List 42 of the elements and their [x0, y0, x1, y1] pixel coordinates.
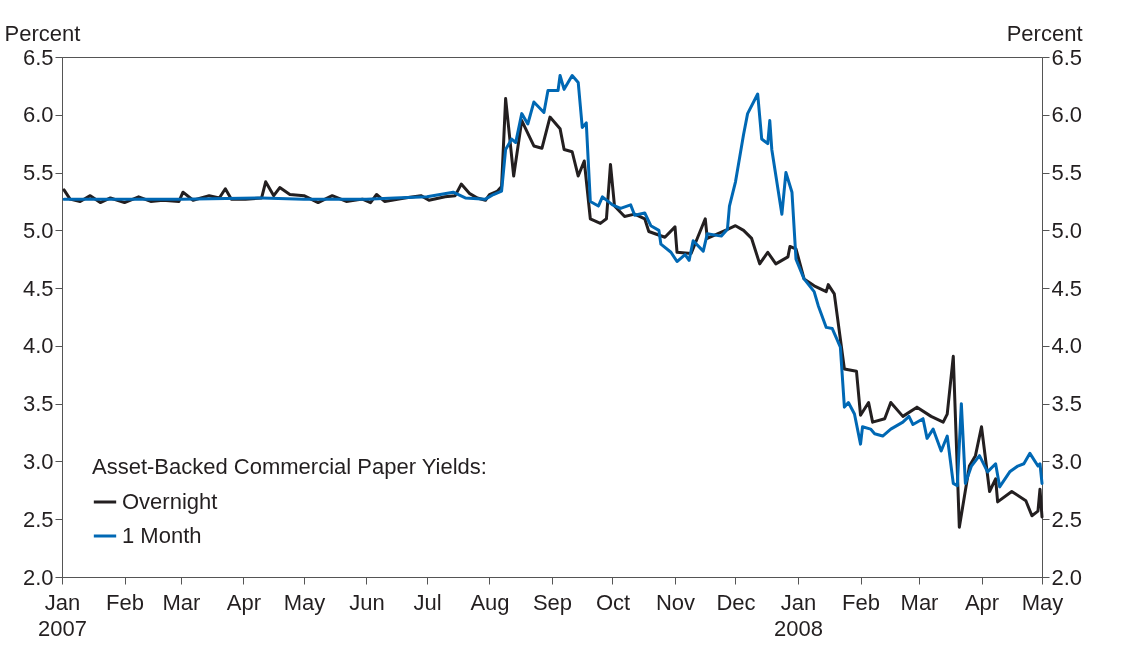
y-tick-label: 3.5	[22, 391, 54, 417]
x-tick-label: Oct	[595, 589, 631, 615]
y2-tick-label: 4.0	[1051, 333, 1083, 359]
y2-tick-label: 4.5	[1051, 275, 1083, 301]
y-tick-label: 2.0	[22, 564, 54, 590]
x-tick-label: Mar	[162, 589, 201, 615]
x-tick-label: Sep	[532, 589, 573, 615]
y-tick-label: 4.0	[22, 333, 54, 359]
legend-label: 1 Month	[122, 523, 202, 548]
y2-tick-label: 3.5	[1051, 391, 1083, 417]
y2-tick-label: 5.0	[1051, 217, 1083, 243]
x-tick-label: Aug	[470, 589, 510, 615]
y-tick-label: 4.5	[22, 275, 54, 301]
y2-tick-label: 2.0	[1051, 564, 1083, 590]
x-tick-label: Nov	[655, 589, 696, 615]
x-tick-label: Jan 2007	[38, 589, 87, 641]
x-tick-label: Apr	[964, 589, 1000, 615]
y-axis-title: Percent	[4, 20, 81, 46]
y2-tick-label: 5.5	[1051, 160, 1083, 186]
x-tick-label: May	[1021, 589, 1064, 615]
y-tick-label: 6.5	[22, 44, 54, 70]
legend-label: Overnight	[122, 489, 218, 514]
x-tick-label: Feb	[106, 589, 144, 615]
x-tick-label: Mar	[900, 589, 939, 615]
x-tick-label: Feb	[842, 589, 880, 615]
x-tick-label: Jun	[349, 589, 385, 615]
y-tick-label: 2.5	[22, 506, 54, 532]
y2-tick-label: 6.0	[1051, 102, 1083, 128]
y-tick-label: 6.0	[22, 102, 54, 128]
x-tick-label: Dec	[716, 589, 756, 615]
y2-tick-label: 3.0	[1051, 448, 1083, 474]
x-tick-label: May	[283, 589, 326, 615]
x-tick-label: Apr	[226, 589, 262, 615]
y-tick-label: 5.5	[22, 160, 54, 186]
x-tick-label: Jul	[413, 589, 442, 615]
legend-title: Asset-Backed Commercial Paper Yields:	[92, 454, 487, 479]
y2-axis-title: Percent	[1006, 20, 1083, 46]
y-tick-label: 5.0	[22, 217, 54, 243]
y-tick-label: 3.0	[22, 448, 54, 474]
y2-tick-label: 2.5	[1051, 506, 1083, 532]
y2-tick-label: 6.5	[1051, 44, 1083, 70]
x-tick-label: Jan 2008	[774, 589, 823, 641]
